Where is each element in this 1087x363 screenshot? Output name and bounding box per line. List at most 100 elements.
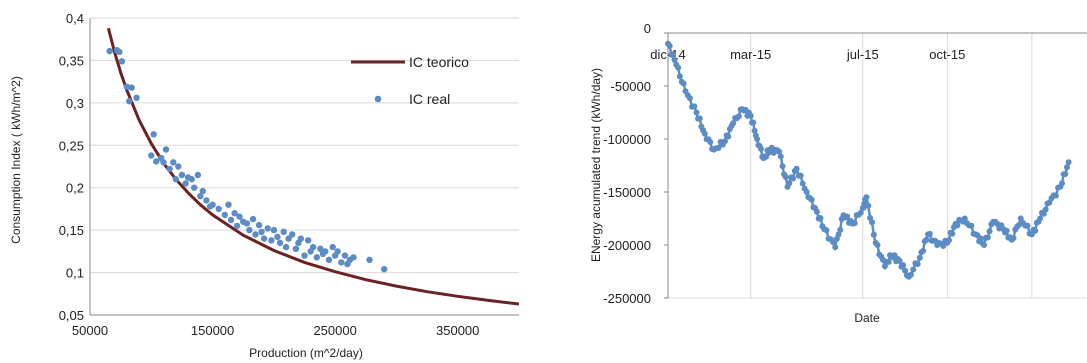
data-point: [305, 237, 312, 244]
c2-x-tick-label: oct-15: [929, 47, 965, 62]
data-point: [268, 237, 275, 244]
c1-y-tick-label: 0,25: [59, 138, 84, 153]
trend-point: [907, 271, 914, 278]
trend-point: [1003, 227, 1010, 234]
c2-gridlines: [668, 33, 1087, 299]
trend-point: [869, 219, 875, 226]
trend-point: [751, 127, 758, 134]
data-point: [325, 256, 333, 263]
trend-point: [676, 73, 683, 80]
trend-point: [830, 239, 836, 246]
data-point: [231, 210, 238, 217]
data-point: [194, 171, 202, 179]
trend-point: [863, 194, 870, 201]
trend-point: [701, 130, 708, 137]
trend-point: [1062, 171, 1069, 177]
trend-point: [832, 244, 839, 251]
data-point: [153, 158, 160, 165]
data-point: [233, 222, 241, 230]
trend-point: [851, 220, 858, 227]
data-point: [148, 152, 155, 159]
data-point: [225, 201, 232, 208]
data-point: [329, 243, 336, 251]
data-point: [236, 213, 243, 220]
data-point: [133, 94, 140, 102]
data-point: [215, 205, 222, 213]
trend-point: [902, 267, 909, 274]
c1-y-tick-label: 0,4: [66, 11, 84, 26]
c2-y-tick-label: 0: [644, 21, 651, 36]
trend-point: [735, 113, 742, 120]
trend-point: [1042, 206, 1049, 213]
data-point: [246, 226, 253, 234]
trend-point: [693, 109, 700, 116]
data-point: [322, 248, 329, 255]
data-point: [313, 254, 320, 261]
trend-point: [808, 196, 815, 203]
c1-y-tick-label: 0,05: [59, 308, 84, 323]
data-point: [282, 243, 290, 251]
data-point: [162, 146, 170, 153]
trend-point: [949, 230, 956, 237]
trend-point: [1024, 222, 1031, 229]
trend-point: [961, 215, 968, 222]
data-point: [126, 98, 133, 105]
trend-point: [870, 231, 877, 238]
trend-point: [722, 138, 728, 145]
c2-y-tick-label: -50000: [611, 79, 651, 94]
trend-point: [782, 174, 789, 181]
trend-point: [680, 80, 687, 87]
data-point: [170, 159, 177, 166]
data-point: [276, 239, 284, 247]
c2-trend-series: [665, 40, 1072, 280]
data-point: [252, 231, 259, 238]
trend-point: [776, 148, 783, 155]
trend-point: [1032, 227, 1039, 234]
data-point: [338, 259, 345, 266]
trend-point: [730, 120, 737, 127]
trend-point: [914, 261, 921, 268]
data-point: [270, 226, 278, 234]
c1-tick-labels: 0,05 0,1 0,15 0,2 0,25 0,3 0,35 0,4 50000 150000 2…: [59, 11, 480, 338]
trend-point: [916, 254, 923, 261]
legend-label-fit: IC teorico: [409, 54, 469, 70]
data-point: [341, 252, 349, 259]
legend-label-points: IC real: [409, 91, 450, 107]
data-point: [123, 83, 130, 90]
data-point: [178, 171, 186, 179]
c1-x-tick-label: 350000: [436, 323, 479, 338]
trend-point: [777, 153, 784, 160]
data-point: [255, 221, 263, 229]
trend-point: [835, 231, 842, 238]
trend-point: [696, 115, 703, 122]
trend-point: [803, 189, 810, 195]
c1-legend: IC teorico IC real: [351, 54, 469, 107]
trend-point: [885, 258, 892, 265]
data-point: [317, 245, 324, 252]
c1-y-tick-label: 0,1: [66, 266, 84, 281]
trend-point: [1052, 192, 1059, 199]
data-point: [172, 176, 179, 183]
trend-point: [790, 175, 796, 182]
data-point: [350, 254, 357, 261]
data-point: [366, 256, 373, 263]
c1-x-axis-label: Production (m^2/day): [249, 346, 363, 360]
data-point: [309, 243, 317, 251]
c1-axes: [89, 18, 519, 316]
trend-point: [926, 230, 933, 237]
trend-point: [747, 112, 754, 119]
c2-x-tick-label: dic-14: [650, 47, 685, 62]
c2-y-axis-label: ENergy acumulated trend (kWh/day): [589, 68, 603, 262]
data-point: [106, 47, 113, 55]
trend-point: [715, 145, 722, 151]
energy-trend-chart: dic-14 mar-15 jul-15 oct-15 0 -50000 -100000 -1…: [589, 21, 1087, 325]
data-point: [285, 235, 292, 242]
trend-point: [865, 202, 872, 209]
data-point: [227, 216, 235, 224]
trend-point: [900, 262, 907, 269]
trend-point: [986, 228, 993, 235]
trend-point: [984, 234, 991, 241]
c2-x-axis-label: Date: [854, 311, 880, 325]
data-point: [118, 58, 126, 65]
data-point: [292, 245, 300, 252]
